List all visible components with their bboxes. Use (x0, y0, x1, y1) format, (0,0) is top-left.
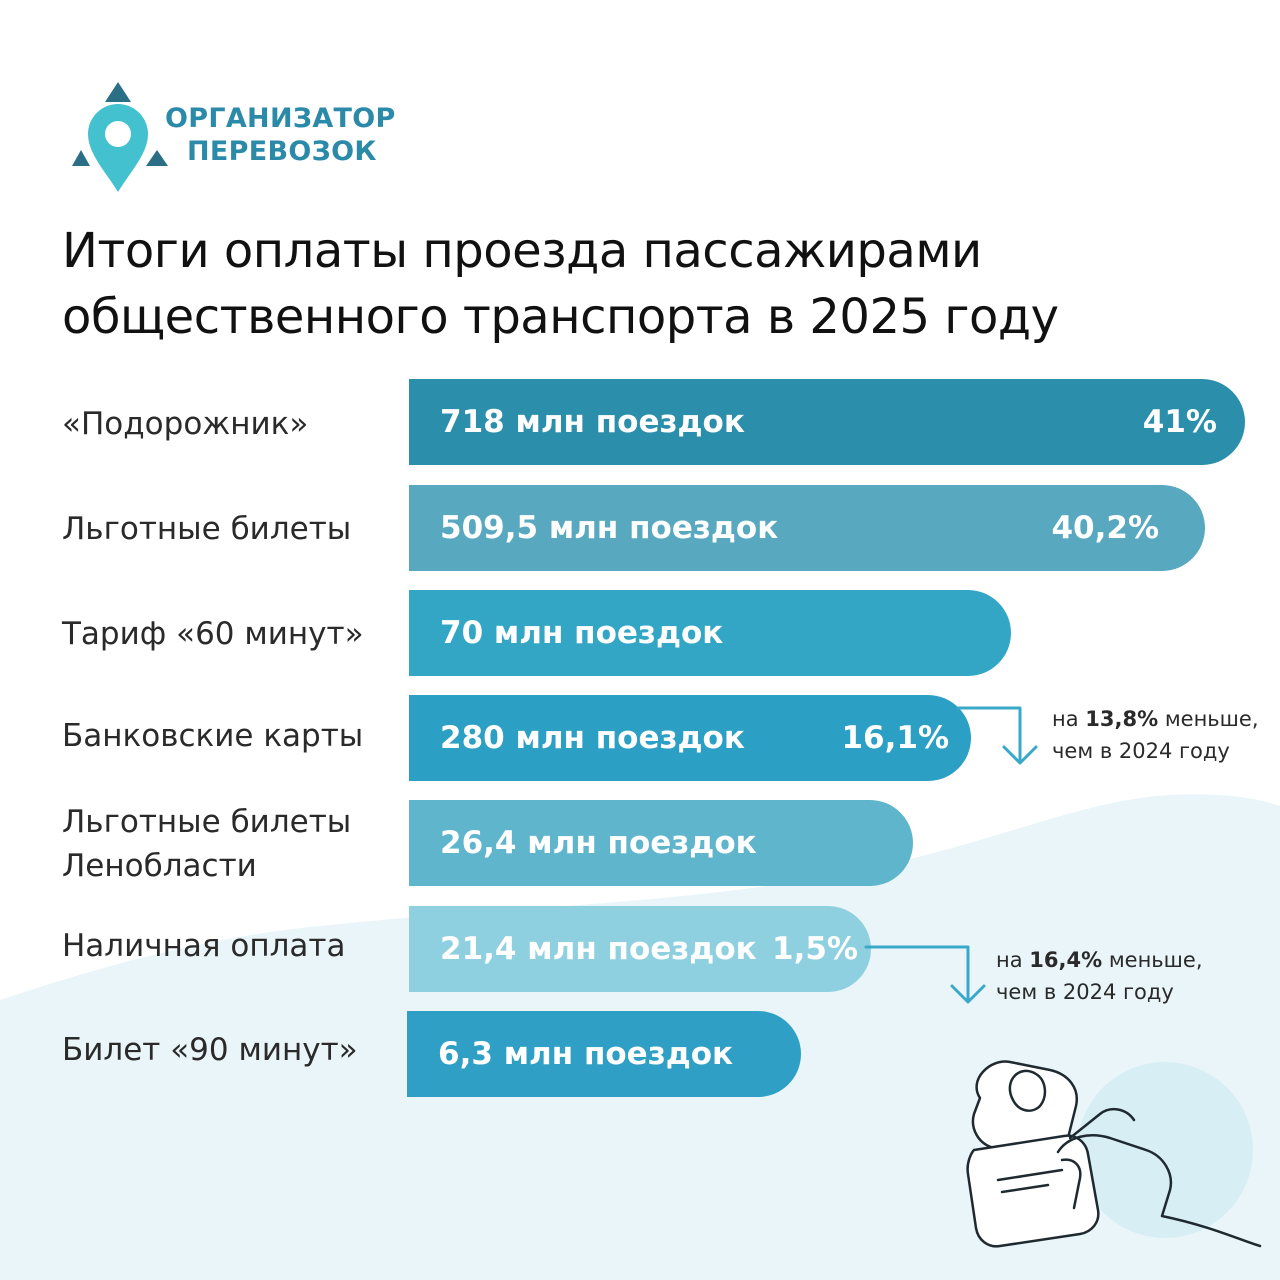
category-label: «Подорожник» (62, 402, 382, 446)
title-line1: Итоги оплаты проезда пассажирами (62, 223, 982, 279)
change-note-value: 13,8% (1085, 707, 1159, 731)
category-label: Льготные билеты Ленобласти (62, 800, 382, 888)
bar-value-label: 6,3 млн поездок (438, 1036, 734, 1072)
category-label-line: Наличная оплата (62, 928, 346, 964)
change-note-line1: на 16,4% меньше, (996, 944, 1203, 976)
brand-name-line1: ОРГАНИЗАТОР (165, 103, 396, 134)
change-note-suffix: меньше, (1102, 948, 1203, 972)
bar: 70 млн поездок (409, 590, 1011, 676)
change-note-line1: на 13,8% меньше, (1052, 703, 1259, 735)
bar: 21,4 млн поездок 1,5% (409, 906, 871, 992)
bar: 509,5 млн поездок 40,2% (409, 485, 1205, 571)
category-label-line: Льготные билеты (62, 804, 352, 840)
category-label-line: «Подорожник» (62, 406, 309, 442)
change-note-line2: чем в 2024 году (996, 980, 1174, 1004)
change-note-prefix: на (996, 948, 1030, 972)
category-label: Банковские карты (62, 714, 382, 758)
change-note-value: 16,4% (1029, 948, 1103, 972)
bar-percent-label: 1,5% (772, 931, 858, 967)
category-label: Наличная оплата (62, 924, 382, 968)
bar-value-label: 280 млн поездок (440, 720, 745, 756)
category-label-line: Льготные билеты (62, 511, 352, 547)
bar-value-label: 26,4 млн поездок (440, 825, 757, 861)
change-note: на 16,4% меньше, чем в 2024 году (996, 944, 1203, 1008)
category-label-line: Тариф «60 минут» (62, 616, 364, 652)
bar-value-label: 718 млн поездок (440, 404, 745, 440)
bar-percent-label: 41% (1142, 404, 1217, 440)
bar: 718 млн поездок 41% (409, 379, 1245, 465)
change-note-suffix: меньше, (1158, 707, 1259, 731)
bar-value-label: 70 млн поездок (440, 615, 724, 651)
bar-value-label: 509,5 млн поездок (440, 510, 779, 546)
brand-name: ОРГАНИЗАТОР ПЕРЕВОЗОК (165, 102, 396, 168)
category-label-line: Банковские карты (62, 718, 364, 754)
hand-holding-card-icon (966, 1060, 1262, 1248)
category-label: Билет «90 минут» (62, 1028, 382, 1072)
title-line2: общественного транспорта в 2025 году (62, 289, 1059, 345)
change-note: на 13,8% меньше, чем в 2024 году (1052, 703, 1259, 767)
category-label-line: Билет «90 минут» (62, 1032, 358, 1068)
category-label: Льготные билеты (62, 507, 382, 551)
brand-logo: ОРГАНИЗАТОР ПЕРЕВОЗОК (68, 80, 408, 200)
page-title: Итоги оплаты проезда пассажирами обществ… (62, 218, 1242, 350)
change-note-line2: чем в 2024 году (1052, 739, 1230, 763)
bar-percent-label: 40,2% (1051, 510, 1159, 546)
bar-value-label: 21,4 млн поездок (440, 931, 757, 967)
map-pin-logo-icon (72, 82, 168, 192)
bar-percent-label: 16,1% (841, 720, 949, 756)
change-note-prefix: на (1052, 707, 1086, 731)
bar: 26,4 млн поездок (409, 800, 913, 886)
brand-name-line2: ПЕРЕВОЗОК (187, 136, 377, 167)
bar: 280 млн поездок 16,1% (409, 695, 971, 781)
category-label: Тариф «60 минут» (62, 612, 382, 656)
bar: 6,3 млн поездок (407, 1011, 801, 1097)
category-label-line: Ленобласти (62, 848, 257, 884)
